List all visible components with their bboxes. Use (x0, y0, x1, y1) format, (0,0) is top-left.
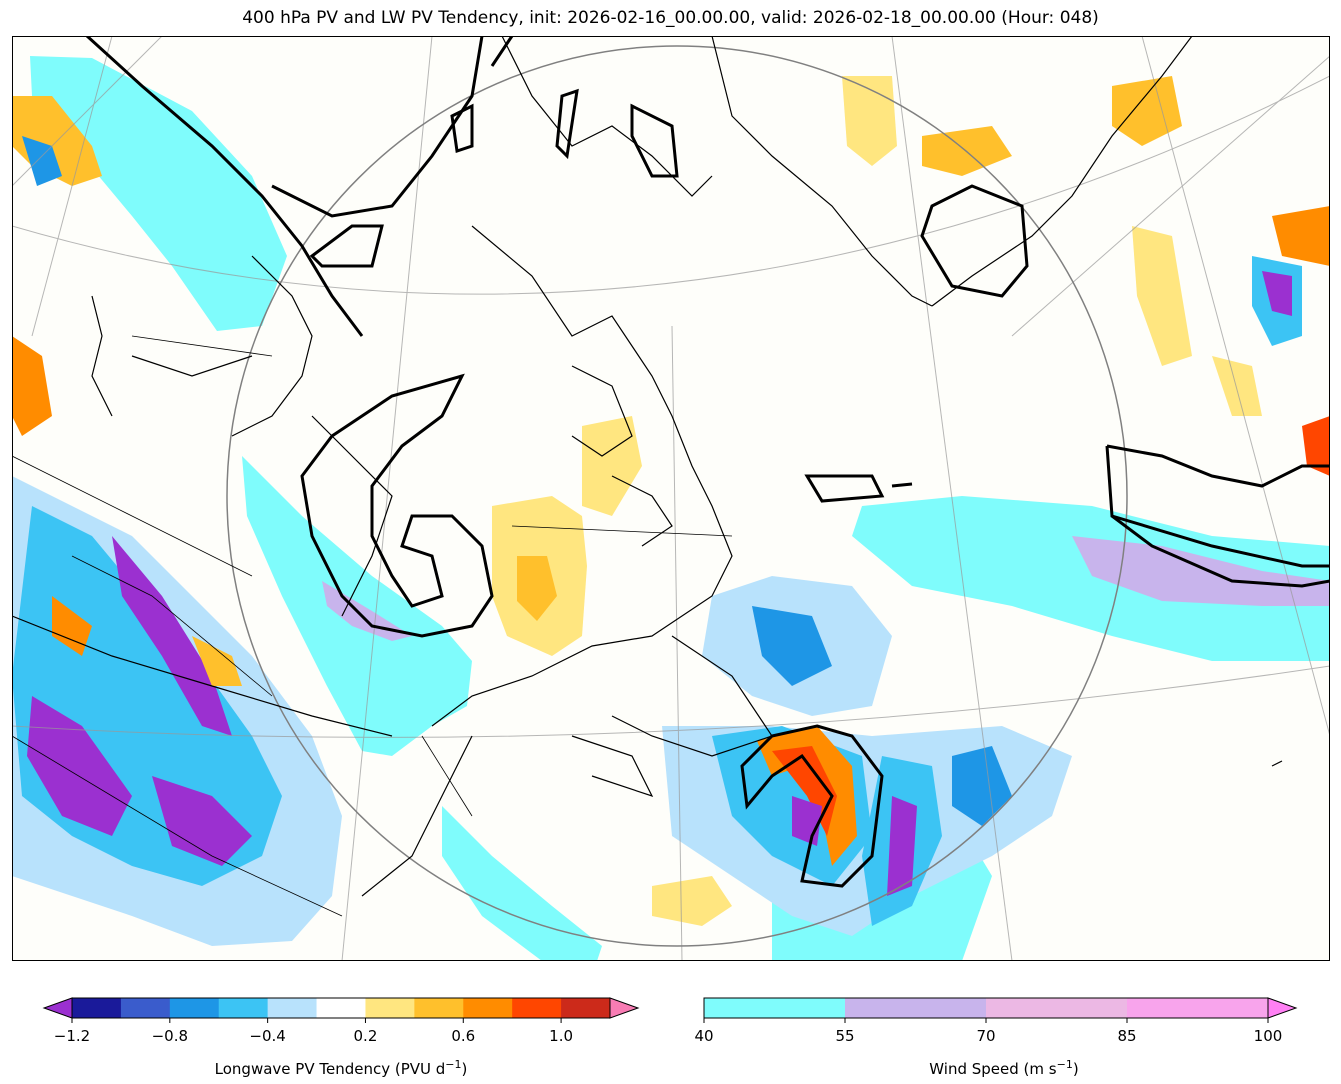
wind-colorbar-tick-label: 100 (1254, 1027, 1283, 1045)
wind-colorbar-segment (1127, 998, 1269, 1018)
pv-contours (85, 36, 1330, 888)
colorbars: −1.2 −0.8 −0.4 0.2 0.6 1.0 Longwave PV Tendenc… (42, 997, 1298, 1078)
wind-colorbar-segment (986, 998, 1128, 1018)
wind-colorbar-tick-label: 40 (694, 1027, 713, 1045)
wind-colorbar-segment (704, 998, 846, 1018)
pv-colorbar-over-arrow (609, 997, 640, 1019)
pv-colorbar-under-arrow (42, 997, 73, 1019)
pv-colorbar-segment (463, 998, 513, 1018)
pv-colorbar-segment (169, 998, 220, 1018)
wind-colorbar-tick-label: 70 (976, 1027, 995, 1045)
wind-colorbar-segment (845, 998, 987, 1018)
pv-colorbar-tick-label: 0.6 (451, 1027, 475, 1045)
wind-colorbar-label: Wind Speed (m s−1) (929, 1058, 1078, 1078)
figure-title: 400 hPa PV and LW PV Tendency, init: 202… (242, 8, 1099, 28)
pv-colorbar-segment (512, 998, 562, 1018)
pv-colorbar-tick-label: −1.2 (54, 1027, 90, 1045)
pv-colorbar-tick-label: 0.2 (354, 1027, 378, 1045)
projection-boundary-circle (226, 45, 1128, 947)
wind-colorbar-tick-label: 85 (1117, 1027, 1136, 1045)
political-borders (12, 335, 733, 917)
pv-colorbar-segment (72, 998, 122, 1018)
wind-speed-colorbar: 40 55 70 85 100 Wind Speed (m s−1) (694, 997, 1298, 1078)
pv-colorbar-segment (365, 998, 415, 1018)
wind-colorbar-tick-label: 55 (835, 1027, 854, 1045)
pv-colorbar-tick-label: −0.4 (249, 1027, 285, 1045)
pv-tendency-colorbar: −1.2 −0.8 −0.4 0.2 0.6 1.0 Longwave PV Tendenc… (42, 997, 640, 1078)
pv-colorbar-segment (267, 998, 318, 1018)
pv-colorbar-tick-label: −0.8 (152, 1027, 188, 1045)
pv-colorbar-segment (218, 998, 269, 1018)
coastlines (12, 36, 1283, 897)
wind-colorbar-over-arrow (1267, 997, 1298, 1019)
map-frame (12, 36, 1330, 961)
map-panel (12, 36, 1330, 961)
pv-colorbar-label: Longwave PV Tendency (PVU d−1) (215, 1058, 468, 1078)
pv-colorbar-segment (414, 998, 464, 1018)
pv-colorbar-segment (120, 998, 171, 1018)
graticule (12, 36, 1330, 961)
pv-colorbar-segment (316, 998, 366, 1018)
pv-colorbar-segment (561, 998, 611, 1018)
pv-colorbar-frame (71, 997, 611, 1019)
pv-colorbar-tick-label: 1.0 (549, 1027, 573, 1045)
pv-tendency-shading (12, 76, 1330, 946)
